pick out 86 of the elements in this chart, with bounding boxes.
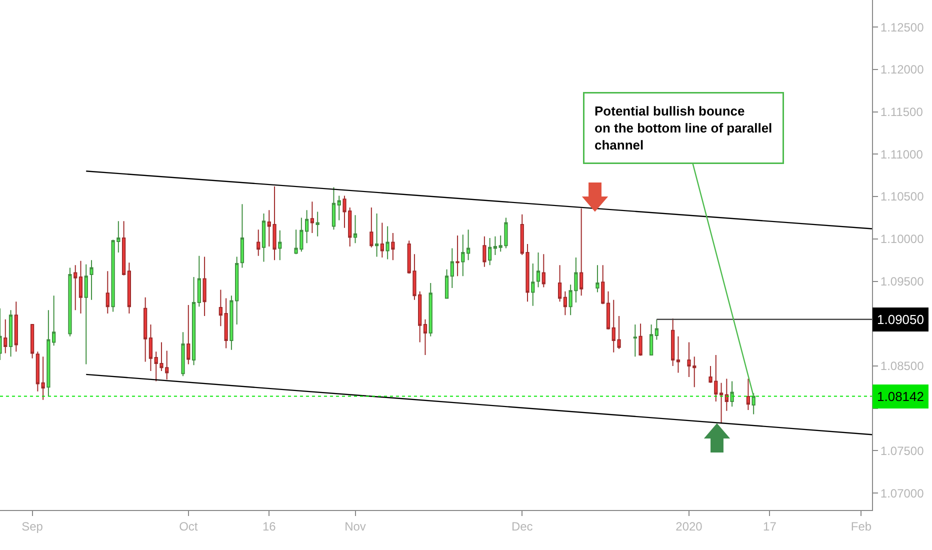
candlestick (752, 392, 756, 415)
candlestick (746, 378, 750, 411)
candlestick (558, 264, 562, 302)
candlestick (370, 207, 374, 248)
annotation: Potential bullish bounce on the bottom line of parallel channel (594, 104, 772, 152)
ref-line-label: 1.08142 (877, 389, 924, 404)
candlestick (724, 378, 728, 412)
x-tick-label: 2020 (676, 519, 703, 534)
x-tick-label: Sep (22, 519, 44, 534)
candlestick (74, 264, 78, 311)
candlestick (601, 264, 605, 305)
candlestick (148, 324, 153, 372)
y-tick-label: 1.10000 (880, 232, 924, 246)
candlestick (649, 324, 654, 356)
candlestick (181, 332, 185, 377)
candlestick (68, 267, 72, 337)
candlestick (4, 318, 8, 354)
candlestick (423, 318, 428, 356)
candlestick (8, 310, 13, 358)
candlestick (580, 208, 584, 296)
y-tick-label: 1.09500 (880, 274, 924, 288)
candlestick (461, 234, 465, 277)
candlestick (84, 264, 88, 365)
candlestick (202, 256, 206, 316)
candlestick (654, 318, 659, 340)
candlestick (278, 230, 282, 261)
candlestick (224, 298, 228, 349)
y-tick-label: 1.12000 (880, 62, 924, 77)
candlestick (386, 226, 390, 260)
candlestick (218, 289, 223, 327)
candlestick (90, 260, 94, 300)
candlestick (531, 262, 535, 306)
y-tick-label: 1.10500 (880, 190, 924, 204)
candlestick (563, 290, 567, 316)
candlestick (536, 252, 540, 288)
candlestick (542, 254, 546, 288)
candlestick (186, 304, 190, 365)
candlestick (240, 204, 244, 268)
candlestick (466, 229, 470, 261)
x-tick-label: Dec (511, 519, 533, 534)
y-tick-label: 1.07000 (880, 486, 924, 500)
candlestick (337, 195, 341, 221)
candlestick (380, 222, 384, 258)
candlestick (488, 238, 492, 266)
candlestick (14, 301, 18, 352)
y-tick-label: 1.07500 (880, 444, 924, 458)
y-tick-label: 1.08500 (880, 359, 924, 374)
candlestick (444, 268, 449, 299)
candlestick (482, 236, 486, 268)
x-tick-label: Oct (179, 519, 198, 534)
candlestick (730, 380, 734, 408)
candlestick (633, 324, 637, 358)
candlestick (606, 290, 610, 330)
candlestick (310, 201, 314, 234)
y-tick-label: 1.11500 (880, 105, 924, 120)
y-tick-label: 1.11000 (880, 147, 924, 162)
candlestick (122, 220, 126, 276)
candlestick (144, 296, 148, 362)
candlestick (719, 382, 724, 424)
candlestick (374, 212, 379, 258)
candlestick (353, 214, 358, 244)
candlestick (391, 232, 395, 261)
x-tick-label: 16 (262, 519, 276, 534)
candlestick (262, 212, 266, 262)
y-tick-label: 1.12500 (880, 20, 924, 34)
x-tick-label: Feb (850, 519, 872, 534)
x-tick-label: Nov (344, 519, 366, 534)
candlestick (127, 262, 131, 314)
candlestick (428, 282, 432, 337)
candlestick (316, 211, 320, 237)
candlestick (192, 276, 196, 366)
candlestick (256, 229, 260, 256)
candlestick (676, 336, 680, 374)
candlestick (493, 236, 498, 256)
candlestick (456, 235, 460, 277)
candlestick (197, 255, 201, 308)
candlestick (78, 260, 83, 314)
candlestick (671, 318, 675, 366)
candlestick (450, 248, 454, 289)
candlestick (596, 264, 600, 293)
candlestick (106, 270, 110, 314)
x-tick-label: 17 (763, 519, 777, 534)
candlestick (638, 323, 642, 356)
annotation: 1.09050 (877, 312, 924, 327)
candlestick (332, 186, 336, 230)
candlestick (30, 324, 34, 359)
